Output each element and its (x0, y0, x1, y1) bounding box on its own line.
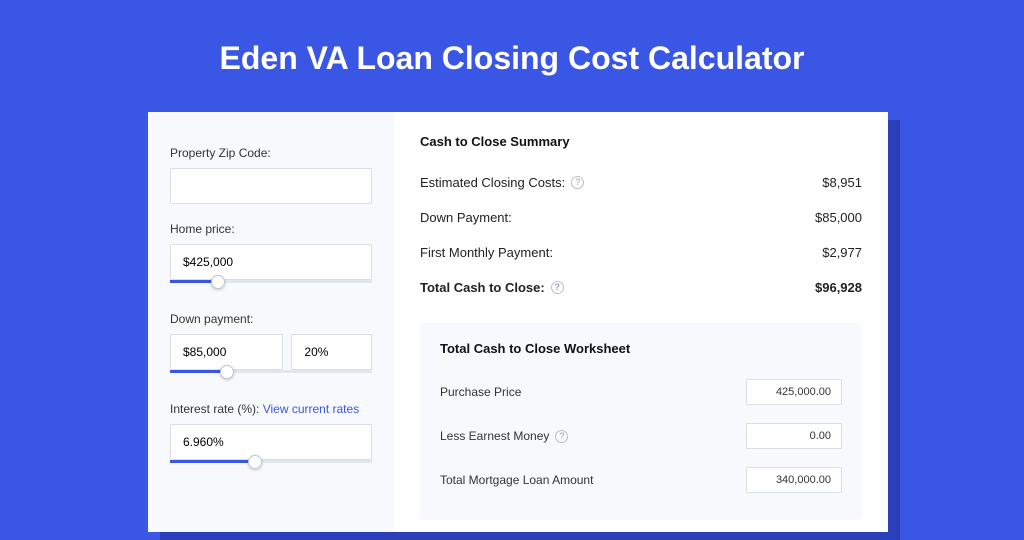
summary-row-down-payment: Down Payment: $85,000 (420, 200, 862, 235)
summary-row-closing-costs: Estimated Closing Costs: ? $8,951 (420, 165, 862, 200)
summary-value: $8,951 (822, 175, 862, 190)
summary-section: Cash to Close Summary Estimated Closing … (420, 134, 862, 305)
summary-value: $96,928 (815, 280, 862, 295)
worksheet-value[interactable]: 340,000.00 (746, 467, 842, 493)
help-icon[interactable]: ? (555, 430, 568, 443)
down-percent-input[interactable] (291, 334, 372, 370)
slider-thumb[interactable] (220, 365, 234, 379)
summary-label-text: Down Payment: (420, 210, 512, 225)
worksheet-value[interactable]: 425,000.00 (746, 379, 842, 405)
zip-input[interactable] (170, 168, 372, 204)
rate-input[interactable] (170, 424, 372, 460)
slider-thumb[interactable] (211, 275, 225, 289)
slider-fill (170, 370, 227, 373)
summary-label-text: Total Cash to Close: (420, 280, 545, 295)
rate-label: Interest rate (%): View current rates (170, 402, 372, 416)
summary-label-text: Estimated Closing Costs: (420, 175, 565, 190)
worksheet-row-loan-amount: Total Mortgage Loan Amount 340,000.00 (440, 458, 842, 502)
down-field-group: Down payment: (170, 312, 372, 384)
worksheet-label-text: Purchase Price (440, 385, 521, 399)
rate-slider[interactable] (170, 460, 372, 474)
inputs-panel: Property Zip Code: Home price: Down paym… (148, 112, 394, 532)
worksheet-row-purchase-price: Purchase Price 425,000.00 (440, 370, 842, 414)
zip-label: Property Zip Code: (170, 146, 372, 160)
summary-title: Cash to Close Summary (420, 134, 862, 149)
worksheet-title: Total Cash to Close Worksheet (440, 341, 842, 356)
price-label: Home price: (170, 222, 372, 236)
summary-value: $85,000 (815, 210, 862, 225)
summary-row-first-payment: First Monthly Payment: $2,977 (420, 235, 862, 270)
worksheet-value[interactable]: 0.00 (746, 423, 842, 449)
help-icon[interactable]: ? (551, 281, 564, 294)
worksheet-label-text: Less Earnest Money (440, 429, 549, 443)
price-input[interactable] (170, 244, 372, 280)
down-slider[interactable] (170, 370, 372, 384)
help-icon[interactable]: ? (571, 176, 584, 189)
zip-field-group: Property Zip Code: (170, 146, 372, 204)
calculator-card: Property Zip Code: Home price: Down paym… (148, 112, 888, 532)
price-field-group: Home price: (170, 222, 372, 294)
results-panel: Cash to Close Summary Estimated Closing … (394, 112, 888, 532)
page-title: Eden VA Loan Closing Cost Calculator (0, 0, 1024, 107)
slider-thumb[interactable] (248, 455, 262, 469)
worksheet-section: Total Cash to Close Worksheet Purchase P… (420, 323, 862, 520)
worksheet-row-earnest-money: Less Earnest Money ? 0.00 (440, 414, 842, 458)
summary-label-text: First Monthly Payment: (420, 245, 553, 260)
worksheet-label-text: Total Mortgage Loan Amount (440, 473, 593, 487)
view-rates-link[interactable]: View current rates (263, 402, 360, 416)
slider-fill (170, 460, 255, 463)
down-label: Down payment: (170, 312, 372, 326)
rate-field-group: Interest rate (%): View current rates (170, 402, 372, 474)
summary-row-total: Total Cash to Close: ? $96,928 (420, 270, 862, 305)
rate-label-text: Interest rate (%): (170, 402, 263, 416)
price-slider[interactable] (170, 280, 372, 294)
summary-value: $2,977 (822, 245, 862, 260)
